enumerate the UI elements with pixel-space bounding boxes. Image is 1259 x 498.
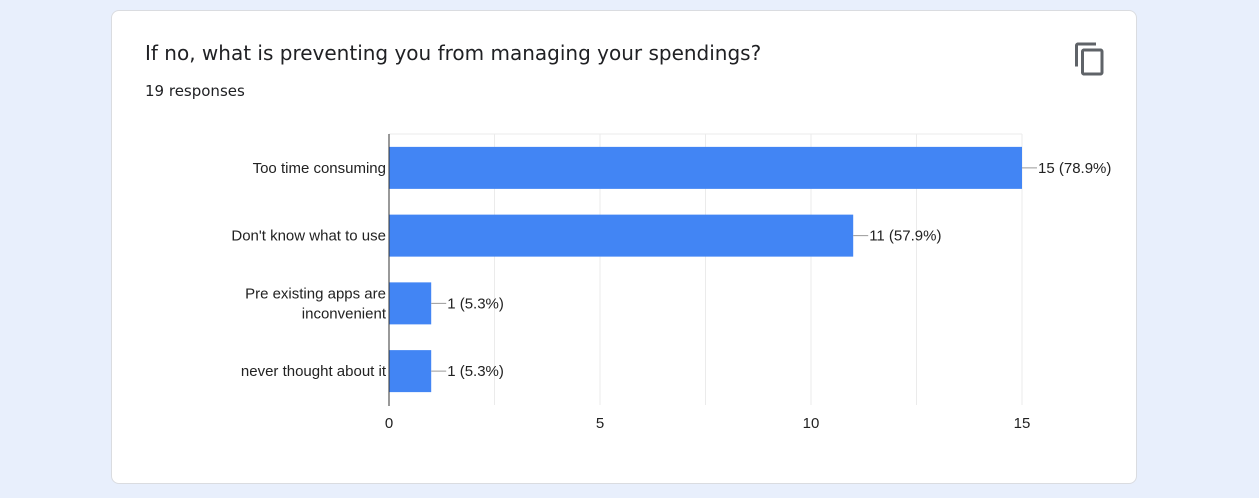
x-tick-label: 10 [803,415,820,432]
x-tick-label: 15 [1014,415,1031,432]
response-count: 19 responses [145,82,245,100]
value-label: 1 (5.3%) [447,295,504,312]
question-title: If no, what is preventing you from manag… [145,41,762,65]
value-label: 15 (78.9%) [1038,160,1111,177]
bar [389,146,1022,189]
category-label: Don't know what to use [231,228,386,245]
bar [389,350,432,393]
x-tick-label: 0 [385,415,393,432]
value-label: 1 (5.3%) [447,363,504,380]
category-label: Pre existing apps are inconvenient [245,285,387,322]
bar [389,282,432,325]
chart-card: If no, what is preventing you from manag… [111,10,1137,484]
value-label: 11 (57.9%) [869,228,941,245]
copy-icon [1075,42,1104,76]
category-label: Too time consuming [253,160,386,177]
copy-chart-button[interactable] [1072,41,1108,77]
x-tick-label: 5 [596,415,604,432]
category-label: never thought about it [241,363,387,380]
bar [389,214,854,257]
bar-chart: Too time consuming 15 (78.9%) Don't know w… [231,133,1111,432]
